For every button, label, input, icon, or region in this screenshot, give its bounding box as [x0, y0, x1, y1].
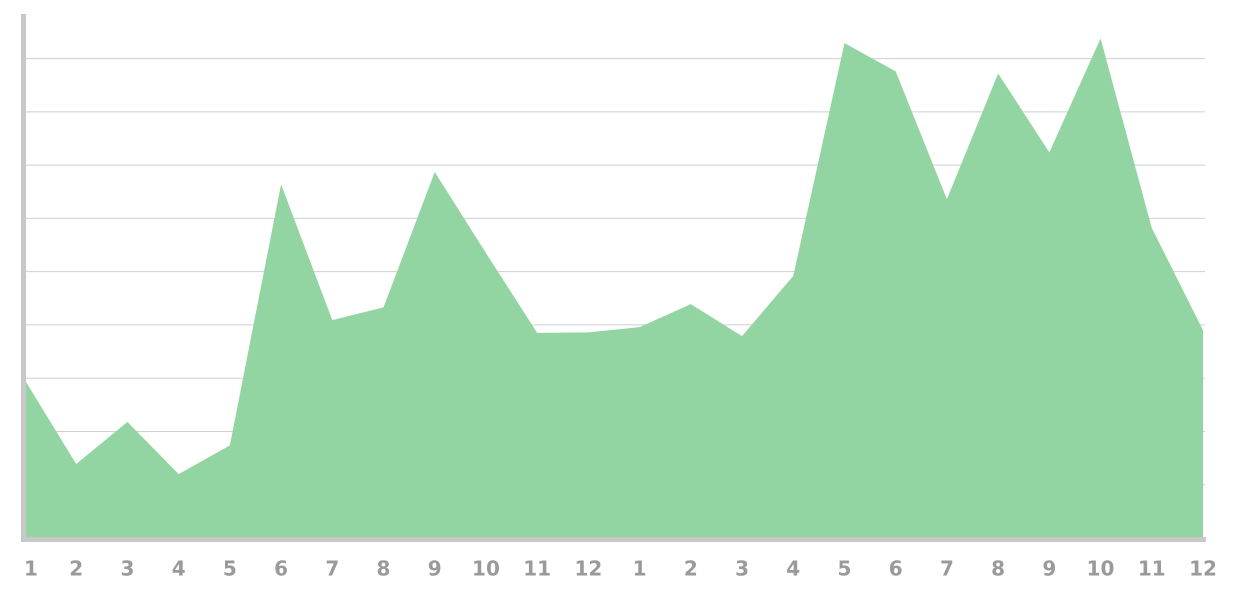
x-tick-label: 4 [786, 557, 800, 581]
x-tick-label: 9 [428, 557, 442, 581]
x-tick-label: 2 [69, 557, 83, 581]
x-tick-label: 12 [574, 557, 602, 581]
x-tick-label: 10 [472, 557, 500, 581]
area [25, 38, 1203, 538]
y-axis-line [21, 14, 26, 542]
x-tick-label: 1 [633, 557, 647, 581]
x-labels: 1 2 3 4 5 6 7 8 9 10 11 12 1 2 3 4 5 6 7 8 9 10 11 12 [24, 557, 1217, 581]
x-tick-label: 8 [991, 557, 1005, 581]
x-tick-label: 10 [1087, 557, 1115, 581]
x-tick-label: 11 [523, 557, 551, 581]
x-tick-label: 6 [889, 557, 903, 581]
x-tick-label: 5 [838, 557, 852, 581]
grid [26, 58, 1205, 486]
x-tick-label: 9 [1042, 557, 1056, 581]
x-tick-label: 4 [172, 557, 186, 581]
x-tick-label: 7 [325, 557, 339, 581]
x-tick-label: 5 [223, 557, 237, 581]
x-tick-label: 11 [1138, 557, 1166, 581]
x-tick-label: 3 [735, 557, 749, 581]
x-tick-label: 1 [24, 557, 38, 581]
x-tick-label: 6 [274, 557, 288, 581]
x-tick-label: 7 [940, 557, 954, 581]
x-axis-line [21, 537, 1206, 542]
area-layer [25, 38, 1203, 538]
x-tick-label: 8 [377, 557, 391, 581]
x-tick-label: 2 [684, 557, 698, 581]
x-tick-label: 12 [1189, 557, 1217, 581]
x-tick-label: 3 [120, 557, 134, 581]
